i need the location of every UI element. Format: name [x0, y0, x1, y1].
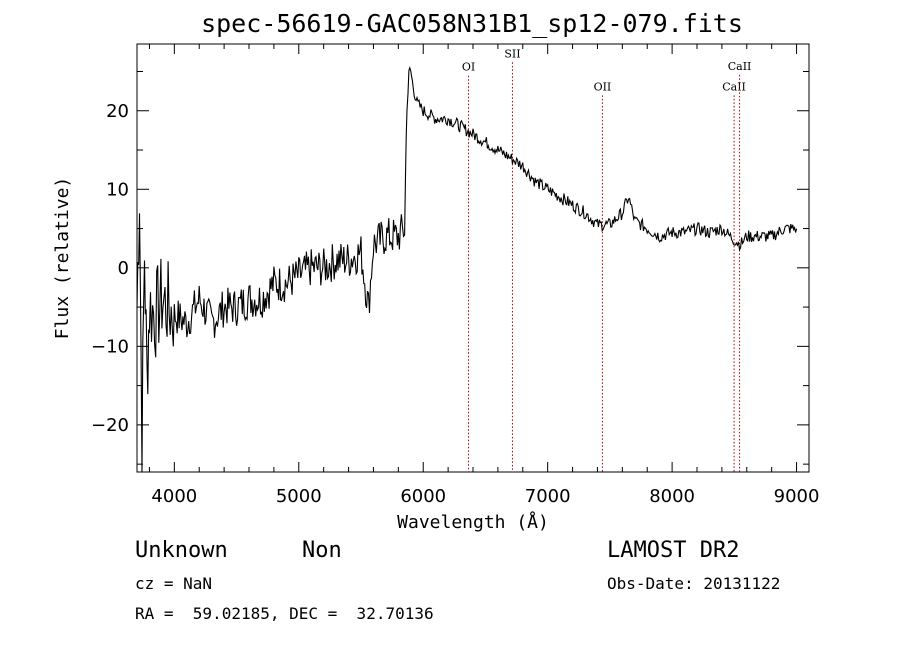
- x-tick-label: 7000: [525, 486, 571, 507]
- x-tick-label: 5000: [276, 486, 322, 507]
- spectrum-series-line: [136, 65, 798, 473]
- survey-label: LAMOST DR2: [607, 538, 740, 563]
- plot-frame: [136, 43, 810, 473]
- y-axis-label: Flux (relative): [52, 177, 73, 340]
- line-marker-label: CaII: [722, 80, 746, 93]
- y-tick-label: 10: [106, 179, 129, 200]
- y-tick-label: 0: [118, 258, 129, 279]
- y-tick-label: 20: [106, 101, 129, 122]
- x-tick-label: 4000: [151, 486, 197, 507]
- axis-ticks: 4000 5000 6000 7000 8000 9000 −20 −10 0 10 20: [91, 44, 819, 507]
- chart-title: spec-56619-GAC058N31B1_sp12-079.fits: [201, 9, 743, 38]
- y-tick-label: −20: [91, 415, 129, 436]
- coordinates-text: RA = 59.02185, DEC = 32.70136: [135, 604, 434, 623]
- line-marker-label: SII: [504, 47, 520, 60]
- line-marker-label: OI: [462, 61, 475, 74]
- line-marker-label: CaII: [728, 60, 752, 73]
- obs-date-text: Obs-Date: 20131122: [607, 574, 781, 593]
- redshift-text: cz = NaN: [135, 574, 213, 593]
- spectral-line-markers: OI SII OII CaII CaII: [462, 47, 752, 472]
- object-type: Unknown: [135, 538, 228, 563]
- y-tick-label: −10: [91, 336, 129, 357]
- x-tick-label: 6000: [400, 486, 446, 507]
- object-subtype: Non: [302, 538, 342, 563]
- x-tick-label: 9000: [774, 486, 820, 507]
- x-tick-label: 8000: [649, 486, 695, 507]
- line-marker-label: OII: [594, 80, 612, 93]
- x-axis-label: Wavelength (Å): [397, 511, 549, 533]
